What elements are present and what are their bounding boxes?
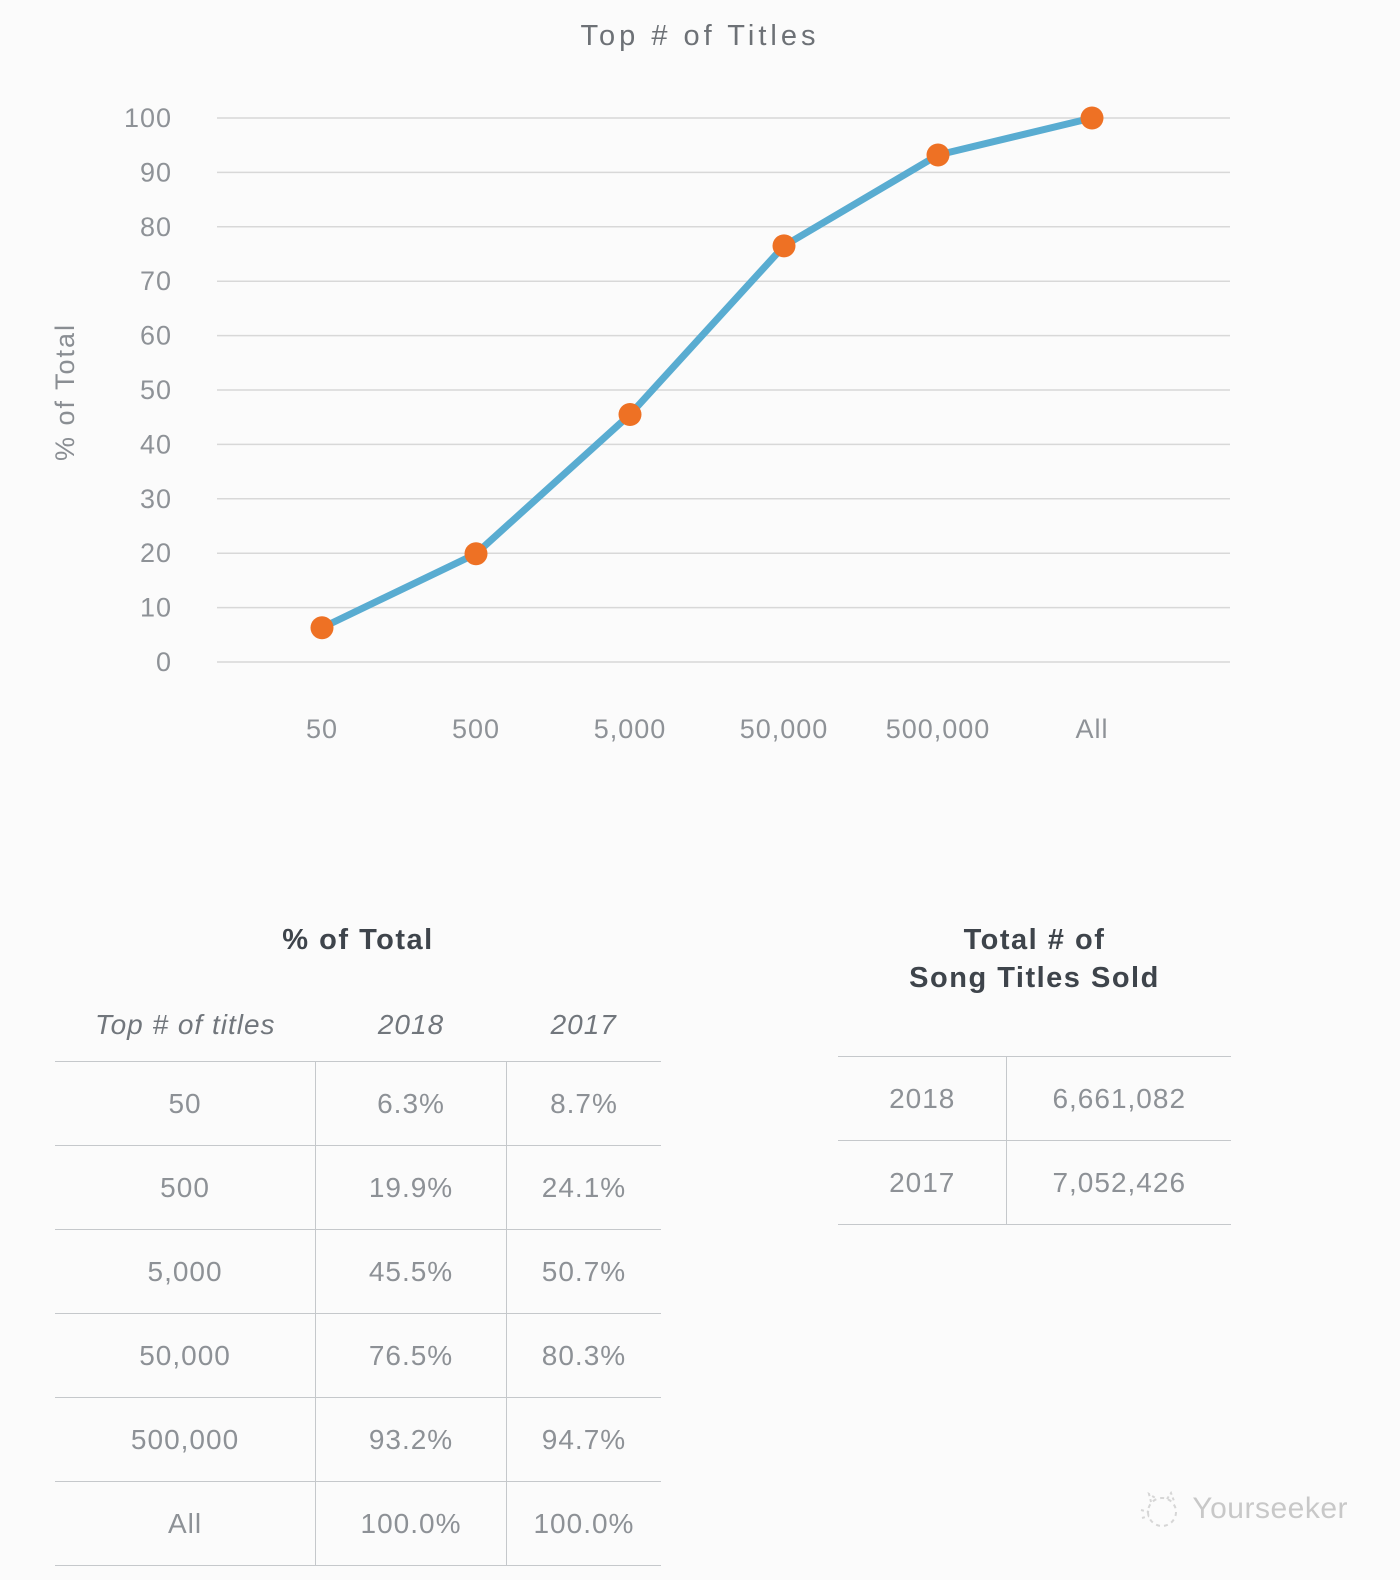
y-tick-label: 80 [140,212,172,242]
table-row: 500,000 93.2% 94.7% [55,1397,661,1482]
x-tick-label: 5,000 [594,714,667,744]
table-cell: 93.2% [315,1397,507,1482]
column-header-top-titles: Top # of titles [95,1009,276,1040]
table-cell: 100.0% [315,1481,507,1566]
x-tick-label: 50 [306,714,338,744]
year-cell: 2017 [838,1140,1007,1225]
table-row: 2018 6,661,082 [838,1056,1231,1141]
yourseeker-logo-icon [1141,1490,1178,1527]
table-cell: 5,000 [55,1229,316,1314]
series-line [318,114,1096,632]
data-point [310,616,334,640]
y-tick-label: 70 [140,266,172,296]
table-cell: 100.0% [505,1481,661,1566]
y-tick-label: 10 [140,593,172,623]
data-point [618,402,642,426]
x-tick-label: 500,000 [886,714,991,744]
totals-table-title: Total # of Song Titles Sold [838,921,1231,997]
table-cell: 94.7% [505,1397,661,1482]
table-cell: 24.1% [505,1145,661,1230]
percent-table: Top # of titles 2018 2017 50 6.3% 8.7% 5… [55,959,661,1566]
totals-title-line2: Song Titles Sold [909,962,1160,994]
table-cell: 19.9% [315,1145,507,1230]
y-tick-label: 50 [140,375,172,405]
totals-table-section: Total # of Song Titles Sold 2018 6,661,08… [838,905,1231,1225]
watermark: Yourseeker [1137,1486,1348,1532]
percent-of-total-table: % of Total Top # of titles 2018 2017 50 … [55,905,661,1566]
y-tick-label: 60 [140,321,172,351]
x-tick-label: 500 [452,714,500,744]
table-cell: 500 [55,1145,316,1230]
chart-plot: 0 10 20 30 40 50 60 70 80 90 100 50 500 5,000 50,000 50… [124,103,1230,744]
value-cell: 7,052,426 [1006,1140,1231,1225]
table-cell: 6.3% [315,1061,507,1146]
year-cell: 2018 [838,1056,1007,1141]
table-cell: 80.3% [505,1313,661,1398]
data-point [926,143,950,167]
y-tick-label: 90 [140,157,172,187]
table-cell: 50 [55,1061,316,1146]
x-tick-label: 50,000 [740,714,829,744]
y-tick-label: 30 [140,484,172,514]
data-point [772,234,796,258]
table-row: 50,000 76.5% 80.3% [55,1313,661,1398]
value-cell: 6,661,082 [1006,1056,1231,1141]
table-row: 50 6.3% 8.7% [55,1061,661,1146]
chart-title: Top # of Titles [580,20,820,52]
data-point [464,542,488,566]
column-header-2018: 2018 [377,1009,445,1040]
totals-title-line1: Total # of [963,924,1106,956]
data-point [1080,106,1104,130]
y-tick-label: 40 [140,429,172,459]
table-row: 500 19.9% 24.1% [55,1145,661,1230]
table-cell: 50.7% [505,1229,661,1314]
y-tick-label: 100 [124,103,172,133]
totals-table: 2018 6,661,082 2017 7,052,426 [838,1056,1231,1225]
percent-table-title: % of Total [282,924,434,956]
table-row: 2017 7,052,426 [838,1140,1231,1225]
column-header-2017: 2017 [550,1009,617,1040]
table-cell: All [55,1481,316,1566]
table-cell: 76.5% [315,1313,507,1398]
watermark-label: Yourseeker [1192,1492,1348,1525]
x-tick-label: All [1075,714,1108,744]
table-cell: 45.5% [315,1229,507,1314]
table-row: 5,000 45.5% 50.7% [55,1229,661,1314]
table-cell: 500,000 [55,1397,316,1482]
y-tick-label: 0 [156,647,172,677]
table-cell: 50,000 [55,1313,316,1398]
table-cell: 8.7% [505,1061,661,1146]
y-tick-label: 20 [140,538,172,568]
table-row: All 100.0% 100.0% [55,1481,661,1566]
